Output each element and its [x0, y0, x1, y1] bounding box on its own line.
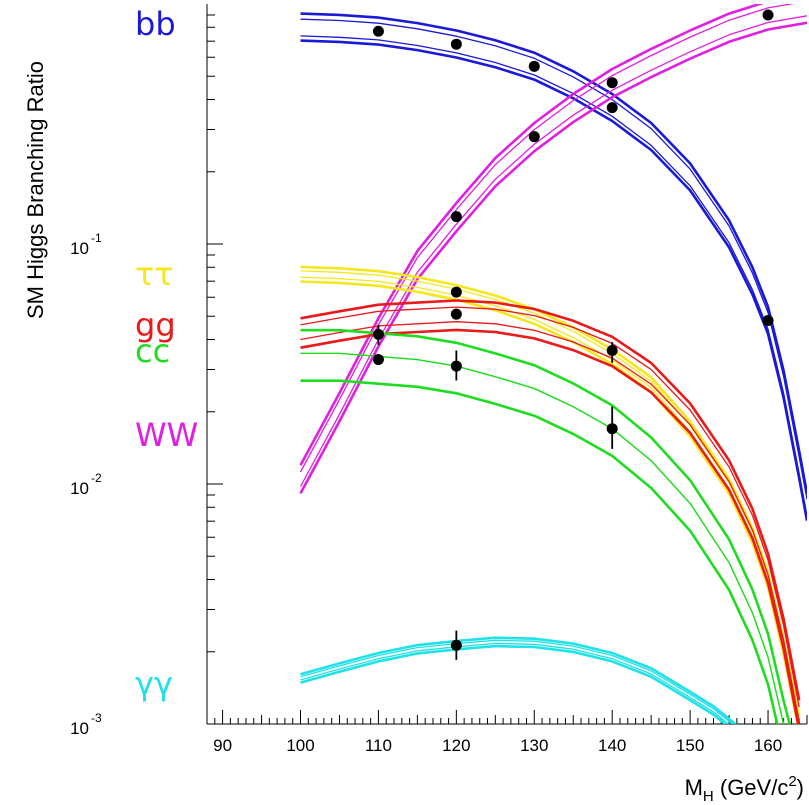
series-layer [299, 4, 807, 724]
series-line [300, 644, 728, 724]
x-tick-label: 120 [442, 736, 470, 755]
x-tick-label: 90 [213, 736, 232, 755]
series-line [300, 636, 738, 724]
series-WW [299, 4, 807, 495]
series-ττ [300, 265, 801, 724]
x-tick-label: 110 [365, 736, 392, 755]
data-point [606, 102, 618, 114]
series-line [300, 299, 801, 701]
series-line [299, 4, 795, 473]
series-bb [300, 12, 807, 521]
data-point [450, 360, 462, 372]
axis-ticks [206, 14, 808, 725]
series-line [300, 265, 801, 718]
y-tick-exponent: -2 [91, 471, 102, 485]
series-gg [300, 299, 801, 724]
data-point [450, 38, 462, 50]
legend-label-cc: cc [135, 332, 170, 370]
series-line [300, 35, 807, 517]
data-point [372, 328, 384, 340]
legend-label-γγ: γγ [135, 665, 173, 703]
series-line [300, 18, 807, 500]
series-line [300, 321, 800, 722]
y-tick-label: 10 [70, 479, 89, 498]
data-point [606, 77, 618, 89]
plot-frame [207, 4, 807, 724]
x-axis-title: MH (GeV/c2) [685, 773, 804, 805]
data-point [450, 639, 462, 651]
series-line [300, 12, 807, 494]
series-line [300, 639, 734, 724]
series-line [300, 280, 799, 724]
data-point [606, 344, 618, 356]
legend-label-gg: gg [135, 306, 176, 344]
x-tick-label: 160 [754, 736, 782, 755]
y-tick-label: 10 [70, 239, 89, 258]
y-tick-label: 10 [70, 719, 89, 738]
series-line [299, 15, 807, 487]
data-point [450, 211, 462, 223]
legend-label-WW: WW [135, 416, 198, 454]
legend-label-ττ: ττ [135, 255, 174, 293]
data-point [762, 315, 774, 327]
series-line [300, 39, 807, 521]
series-line [300, 642, 730, 724]
y-tick-exponent: -3 [91, 711, 102, 725]
series-line [300, 328, 800, 724]
data-point [372, 354, 384, 366]
series-line [300, 352, 785, 724]
series-cc [300, 328, 792, 724]
series-line [299, 21, 807, 495]
data-point [450, 286, 462, 298]
data-point [606, 423, 618, 435]
x-tick-label: 140 [598, 736, 626, 755]
series-line [299, 4, 764, 466]
x-tick-label: 130 [520, 736, 548, 755]
data-point [762, 9, 774, 21]
series-line [300, 306, 800, 708]
x-tick-label: 100 [286, 736, 314, 755]
series-γγ [300, 636, 738, 724]
x-tick-label: 150 [676, 736, 704, 755]
data-point [528, 60, 540, 72]
data-point [372, 25, 384, 37]
data-point-layer [372, 9, 774, 651]
series-line [300, 328, 792, 724]
data-point [528, 131, 540, 143]
y-tick-exponent: -1 [91, 231, 102, 245]
series-line [300, 379, 779, 724]
legend-label-bb: bb [135, 5, 176, 43]
data-point [450, 308, 462, 320]
y-axis-title: SM Higgs Branching Ratio [23, 61, 48, 319]
